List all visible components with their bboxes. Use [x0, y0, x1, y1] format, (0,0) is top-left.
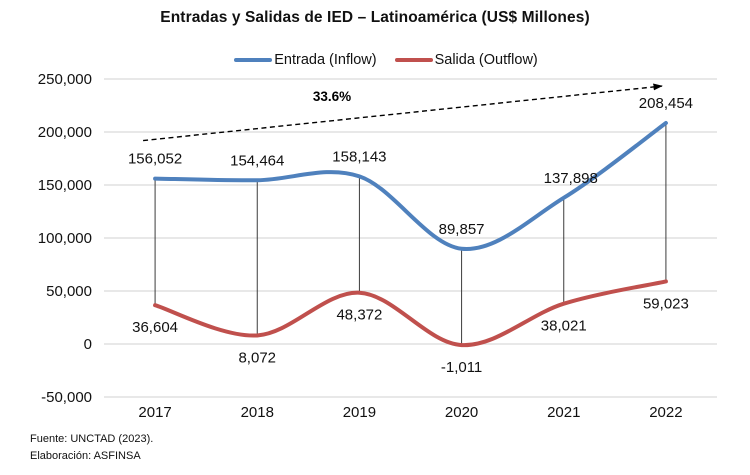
data-label: -1,011 — [441, 359, 482, 376]
chart-footer: Fuente: UNCTAD (2023). Elaboración: ASFI… — [30, 431, 153, 464]
chart-title: Entradas y Salidas de IED – Latinoaméric… — [160, 9, 590, 26]
data-label: 59,023 — [643, 295, 689, 312]
y-axis-tick-label: -50,000 — [41, 389, 92, 406]
data-label: 154,464 — [230, 152, 284, 169]
legend-label-salida: Salida (Outflow) — [434, 52, 538, 68]
y-axis-tick-label: 200,000 — [38, 124, 92, 141]
x-axis-tick-label: 2020 — [445, 404, 478, 421]
chart-legend: Entrada (Inflow) Salida (Outflow) — [11, 51, 750, 69]
y-axis-tick-label: 100,000 — [38, 230, 92, 247]
data-label: 158,143 — [332, 148, 386, 165]
footer-elaboration: Elaboración: ASFINSA — [30, 449, 141, 462]
data-label: 137,898 — [544, 170, 598, 187]
data-label: 8,072 — [238, 349, 276, 366]
data-label: 208,454 — [639, 95, 693, 112]
entrada-line — [153, 121, 668, 251]
trend-arrow — [143, 83, 663, 142]
legend-item-entrada: Entrada (Inflow) — [234, 52, 377, 68]
data-label: 48,372 — [336, 307, 382, 324]
x-axis-tick-label: 2018 — [241, 404, 274, 421]
footer-source: Fuente: UNCTAD (2023). — [30, 433, 154, 445]
data-label: 38,021 — [541, 318, 587, 335]
y-axis-tick-label: 250,000 — [38, 71, 92, 88]
y-axis-tick-label: 50,000 — [46, 283, 92, 300]
salida-line-swatch-icon — [394, 57, 433, 63]
legend-label-entrada: Entrada (Inflow) — [274, 52, 377, 68]
salida-line — [153, 279, 668, 348]
growth-annotation: 33.6% — [312, 89, 352, 104]
entrada-line-swatch-icon — [234, 57, 273, 63]
data-label: 89,857 — [439, 221, 485, 238]
y-axis-tick-label: 150,000 — [38, 177, 92, 194]
x-axis-tick-label: 2021 — [547, 404, 580, 421]
data-label: 36,604 — [132, 319, 178, 336]
legend-item-salida: Salida (Outflow) — [394, 52, 538, 68]
x-axis-tick-label: 2019 — [343, 404, 376, 421]
x-axis-tick-label: 2022 — [649, 404, 682, 421]
data-label: 156,052 — [128, 151, 182, 168]
y-axis-tick-label: 0 — [84, 336, 92, 353]
x-axis-tick-label: 2017 — [138, 404, 171, 421]
